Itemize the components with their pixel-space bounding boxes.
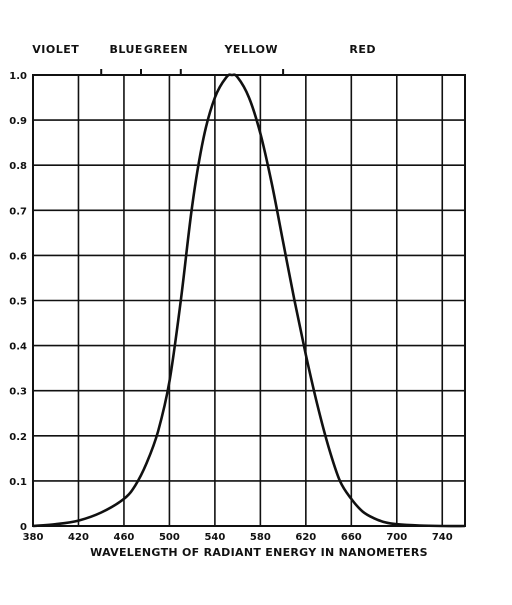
y-tick-label: 0.5 [9,297,27,308]
y-tick-label: 0.8 [9,161,27,172]
y-tick-label: 0 [20,522,27,533]
plot-border [32,74,466,527]
band-label-red: RED [349,43,376,56]
x-tick-label: 420 [68,532,89,543]
plot-frame [32,74,466,527]
grid-lines [33,75,465,526]
y-tick-label: 0.7 [9,206,27,217]
x-tick-label: 580 [250,532,271,543]
band-label-yellow: YELLOW [223,43,278,56]
x-tick-label: 620 [295,532,316,543]
y-tick-label: 0.2 [9,432,27,443]
x-tick-label: 500 [159,532,180,543]
y-tick-labels: 0 0.1 0.2 0.3 0.4 0.5 0.6 0.7 0.8 0.9 1.0 [9,71,27,533]
x-tick-label: 700 [386,532,407,543]
y-tick-label: 0.6 [9,251,27,262]
x-tick-label: 540 [204,532,225,543]
band-label-green: GREEN [144,43,188,56]
y-tick-label: 0.3 [9,387,27,398]
x-tick-label: 380 [23,532,44,543]
y-tick-label: 1.0 [9,71,27,82]
x-tick-label: 460 [114,532,135,543]
series-group [32,73,466,528]
luminosity-curve [32,73,466,528]
color-band-labels: VIOLET BLUE GREEN YELLOW RED [32,43,376,75]
x-tick-labels: 380 420 460 500 540 580 620 660 700 740 [23,532,453,543]
y-tick-label: 0.9 [9,116,27,127]
y-tick-label: 0.1 [9,477,27,488]
x-tick-label: 660 [341,532,362,543]
x-axis-title: WAVELENGTH OF RADIANT ENERGY IN NANOMETE… [90,546,428,559]
band-label-violet: VIOLET [32,43,79,56]
x-tick-label: 740 [432,532,453,543]
band-label-blue: BLUE [109,43,142,56]
y-tick-label: 0.4 [9,342,27,353]
